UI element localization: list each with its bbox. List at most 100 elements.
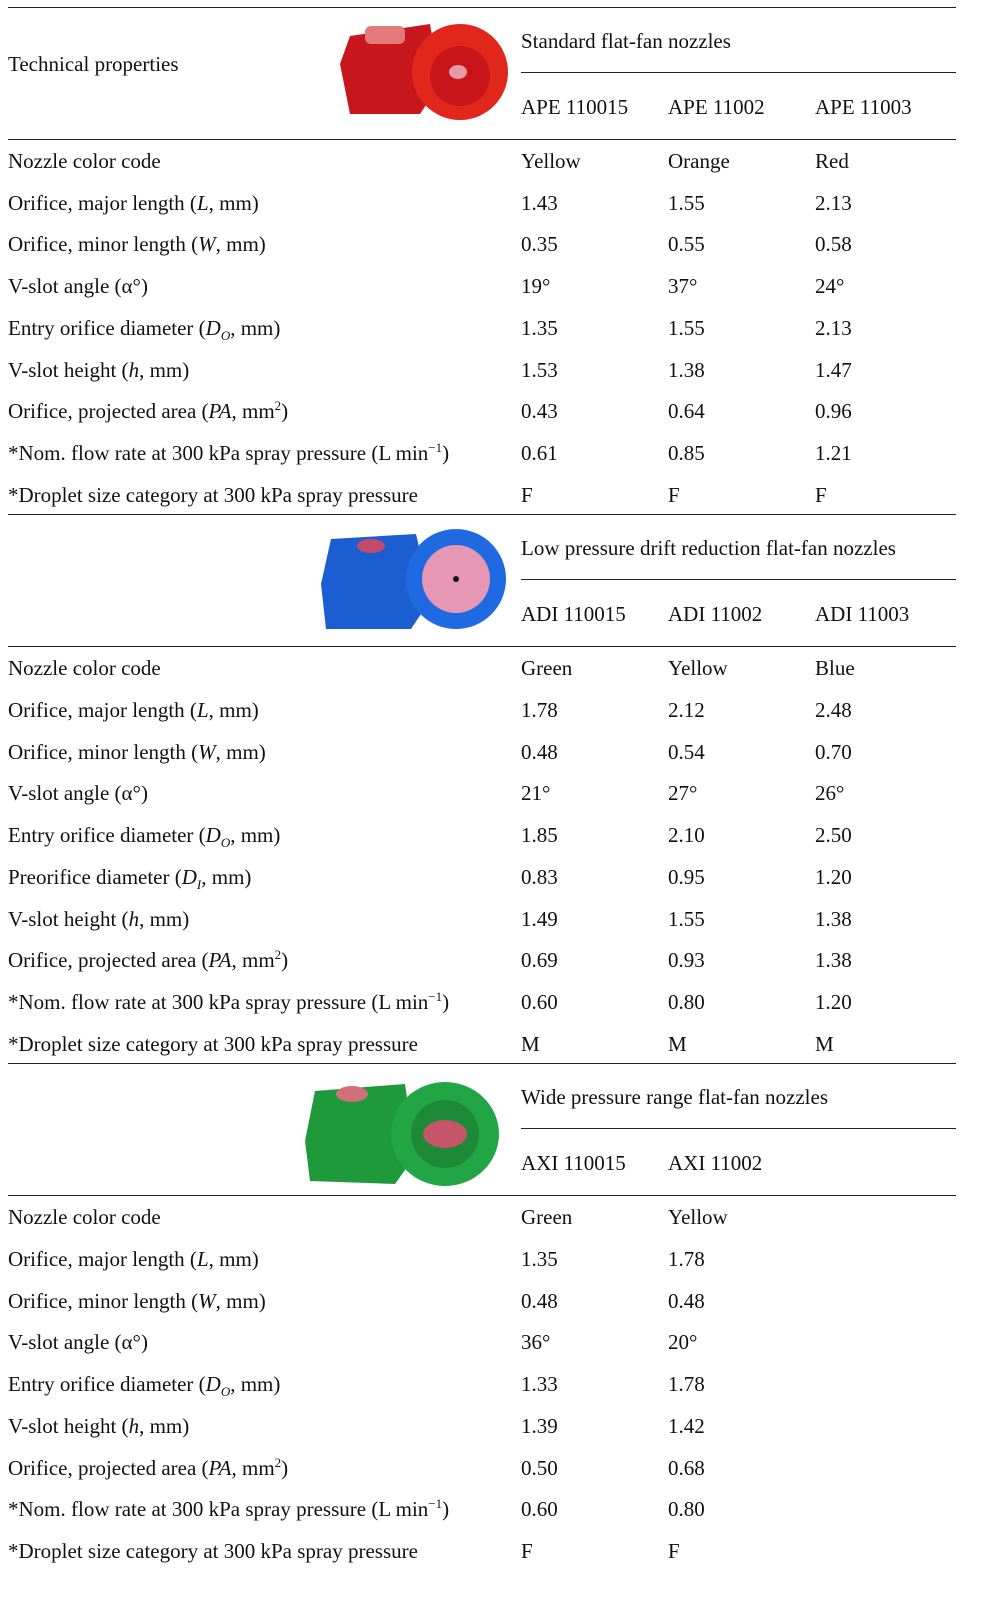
cell-value: 26° — [815, 781, 844, 806]
label-subscript: O — [221, 1384, 230, 1399]
rule — [8, 139, 956, 140]
label-text: Entry orifice diameter ( — [8, 823, 206, 847]
label-text: *Nom. flow rate at 300 kPa spray pressur… — [8, 1497, 428, 1521]
column-header: ADI 11003 — [815, 602, 909, 627]
row-label: Orifice, minor length (W, mm) — [8, 740, 266, 765]
cell-value: 1.38 — [815, 948, 852, 973]
row-label: V-slot height (h, mm) — [8, 907, 189, 932]
label-text: , mm) — [139, 358, 189, 382]
label-text: Entry orifice diameter ( — [8, 316, 206, 340]
cell-value: 1.39 — [521, 1414, 558, 1439]
cell-value: F — [521, 483, 533, 508]
cell-value: Orange — [668, 149, 730, 174]
cell-value: 0.95 — [668, 865, 705, 890]
cell-value: 0.35 — [521, 232, 558, 257]
cell-value: 1.21 — [815, 441, 852, 466]
label-text: Orifice, minor length ( — [8, 740, 198, 764]
label-text: ) — [281, 399, 288, 423]
row-label: Orifice, projected area (PA, mm2) — [8, 1456, 288, 1481]
cell-value: 0.55 — [668, 232, 705, 257]
row-label: Orifice, projected area (PA, mm2) — [8, 399, 288, 424]
row-label: *Nom. flow rate at 300 kPa spray pressur… — [8, 441, 449, 466]
label-italic: W — [198, 232, 216, 256]
label-text: Nozzle color code — [8, 656, 161, 680]
row-label: Nozzle color code — [8, 1205, 161, 1230]
label-italic: W — [198, 740, 216, 764]
label-text: Orifice, minor length ( — [8, 1289, 198, 1313]
cell-value: 0.68 — [668, 1456, 705, 1481]
label-text: V-slot height ( — [8, 358, 129, 382]
nozzle-photo-red — [330, 14, 510, 124]
label-text: Orifice, major length ( — [8, 191, 197, 215]
label-italic: D — [206, 823, 221, 847]
cell-value: 0.93 — [668, 948, 705, 973]
label-italic: PA — [209, 1456, 232, 1480]
cell-value: 2.50 — [815, 823, 852, 848]
label-text: *Droplet size category at 300 kPa spray … — [8, 483, 418, 507]
label-text: ) — [281, 1456, 288, 1480]
cell-value: 0.58 — [815, 232, 852, 257]
section-title: Low pressure drift reduction flat-fan no… — [521, 536, 896, 561]
cell-value: F — [521, 1539, 533, 1564]
label-italic: PA — [209, 948, 232, 972]
label-text: , mm) — [139, 907, 189, 931]
row-label: *Nom. flow rate at 300 kPa spray pressur… — [8, 1497, 449, 1522]
label-text: Orifice, major length ( — [8, 1247, 197, 1271]
cell-value: 0.48 — [521, 1289, 558, 1314]
section-title: Wide pressure range flat-fan nozzles — [521, 1085, 828, 1110]
label-text: , mm) — [209, 1247, 259, 1271]
label-text: , mm — [232, 399, 275, 423]
label-text: , mm) — [139, 1414, 189, 1438]
label-text: V-slot angle (α°) — [8, 274, 148, 298]
cell-value: 0.80 — [668, 1497, 705, 1522]
cell-value: 1.42 — [668, 1414, 705, 1439]
cell-value: 1.78 — [521, 698, 558, 723]
cell-value: 27° — [668, 781, 697, 806]
label-text: , mm) — [216, 740, 266, 764]
cell-value: 0.83 — [521, 865, 558, 890]
label-text: , mm) — [209, 698, 259, 722]
cell-value: 2.10 — [668, 823, 705, 848]
cell-value: Yellow — [668, 1205, 728, 1230]
cell-value: 24° — [815, 274, 844, 299]
cell-value: 36° — [521, 1330, 550, 1355]
label-italic: D — [206, 316, 221, 340]
cell-value: 1.20 — [815, 990, 852, 1015]
section-title: Standard flat-fan nozzles — [521, 29, 731, 54]
row-label: Nozzle color code — [8, 656, 161, 681]
label-text: *Nom. flow rate at 300 kPa spray pressur… — [8, 441, 428, 465]
cell-value: 0.48 — [521, 740, 558, 765]
label-text: *Nom. flow rate at 300 kPa spray pressur… — [8, 990, 428, 1014]
cell-value: M — [668, 1032, 687, 1057]
cell-value: 0.61 — [521, 441, 558, 466]
page: Technical properties Standard flat-fan n… — [0, 0, 985, 1615]
cell-value: 0.50 — [521, 1456, 558, 1481]
label-text: Nozzle color code — [8, 1205, 161, 1229]
cell-value: 0.96 — [815, 399, 852, 424]
label-text: , mm) — [209, 191, 259, 215]
cell-value: 20° — [668, 1330, 697, 1355]
table-title: Technical properties — [8, 52, 179, 77]
cell-value: 0.48 — [668, 1289, 705, 1314]
label-text: ) — [281, 948, 288, 972]
row-label: *Nom. flow rate at 300 kPa spray pressur… — [8, 990, 449, 1015]
cell-value: 1.53 — [521, 358, 558, 383]
cell-value: Green — [521, 1205, 572, 1230]
label-text: V-slot angle (α°) — [8, 781, 148, 805]
cell-value: 21° — [521, 781, 550, 806]
cell-value: Green — [521, 656, 572, 681]
cell-value: 1.49 — [521, 907, 558, 932]
row-label: Orifice, minor length (W, mm) — [8, 1289, 266, 1314]
cell-value: F — [668, 483, 680, 508]
label-text: V-slot angle (α°) — [8, 1330, 148, 1354]
label-text: ) — [442, 441, 449, 465]
label-text: Orifice, minor length ( — [8, 232, 198, 256]
label-italic: PA — [209, 399, 232, 423]
label-text: Entry orifice diameter ( — [8, 1372, 206, 1396]
cell-value: 1.47 — [815, 358, 852, 383]
label-superscript: −1 — [428, 989, 442, 1004]
row-label: V-slot angle (α°) — [8, 781, 148, 806]
row-label: Orifice, minor length (W, mm) — [8, 232, 266, 257]
label-text: , mm) — [201, 865, 251, 889]
rule — [8, 1195, 956, 1196]
